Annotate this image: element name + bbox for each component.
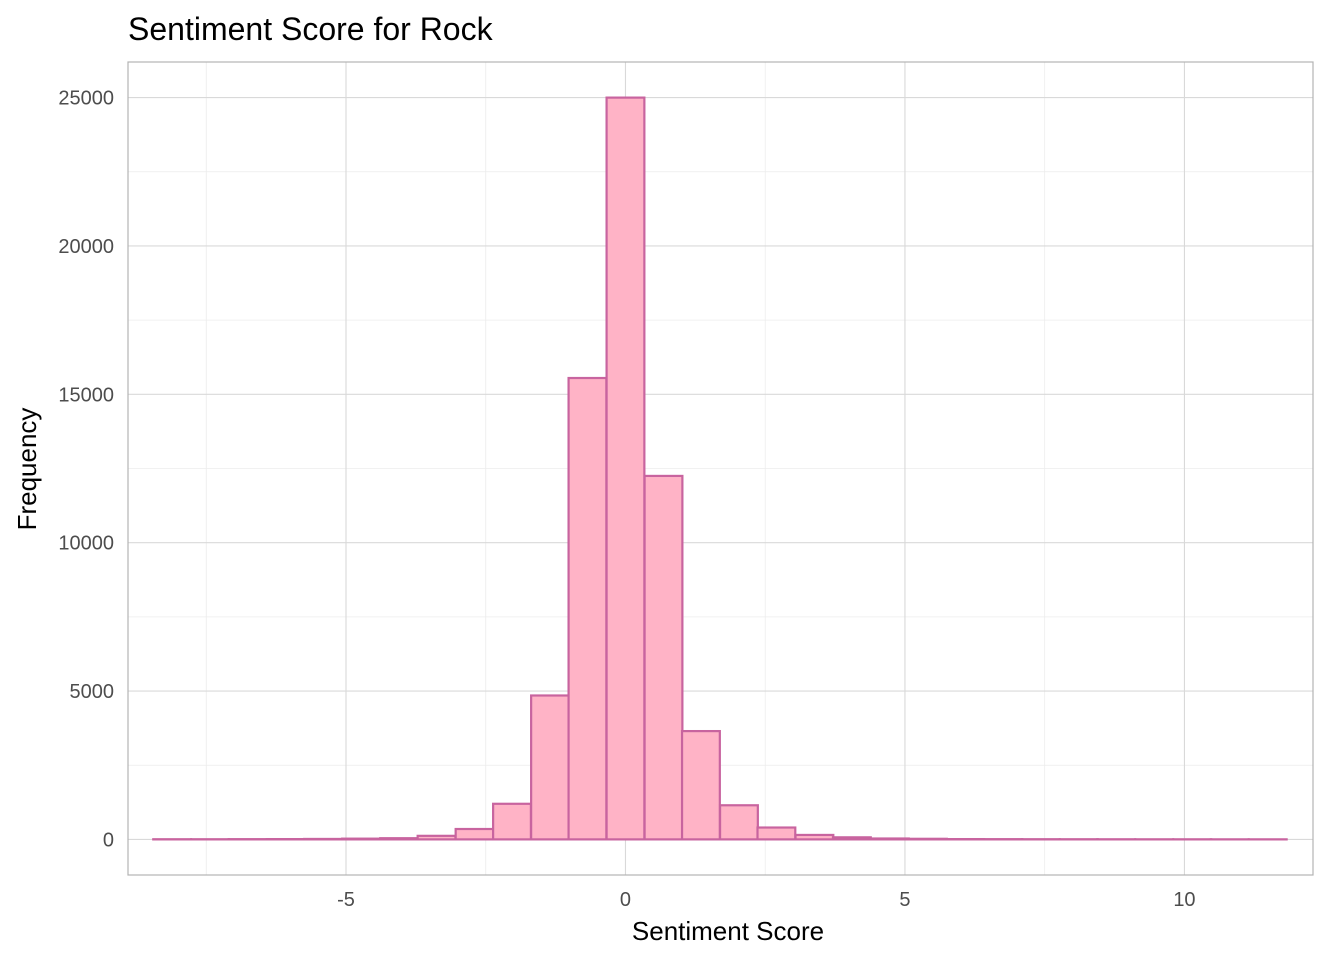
- y-tick-label: 15000: [58, 384, 114, 406]
- histogram-bar: [605, 96, 646, 841]
- histogram-bar: [869, 837, 910, 841]
- histogram-bar: [341, 837, 382, 841]
- histogram-bar: [416, 834, 457, 841]
- y-axis-title: Frequency: [12, 408, 42, 531]
- y-tick-label: 5000: [70, 681, 115, 703]
- chart-title: Sentiment Score for Rock: [128, 11, 494, 47]
- histogram-bar: [831, 836, 872, 841]
- histogram-bar: [454, 827, 495, 841]
- histogram-bar: [379, 837, 420, 841]
- histogram-bar: [794, 833, 835, 841]
- histogram-bar: [492, 802, 532, 841]
- histogram-bar: [718, 804, 759, 841]
- tick-label-layer: -5 0 5 10 0 5000 10000 15000 20000 25000: [58, 88, 1195, 911]
- y-tick-label: 20000: [58, 236, 114, 258]
- histogram-bar: [530, 694, 571, 841]
- panel-border: [127, 61, 1314, 876]
- histogram-bar: [643, 474, 684, 841]
- x-tick-label: -5: [337, 889, 355, 911]
- histogram-bar: [567, 376, 608, 841]
- histogram-bar: [756, 826, 797, 841]
- bar-layer: [152, 96, 1288, 841]
- histogram-bar: [680, 729, 721, 841]
- y-tick-label: 25000: [58, 88, 114, 110]
- x-tick-label: 10: [1173, 889, 1195, 911]
- y-tick-label: 10000: [58, 533, 114, 555]
- histogram-bar: [907, 837, 948, 841]
- x-axis-title: Sentiment Score: [632, 916, 824, 946]
- x-tick-label: 0: [620, 889, 631, 911]
- y-tick-label: 0: [103, 829, 114, 851]
- x-tick-label: 5: [899, 889, 910, 911]
